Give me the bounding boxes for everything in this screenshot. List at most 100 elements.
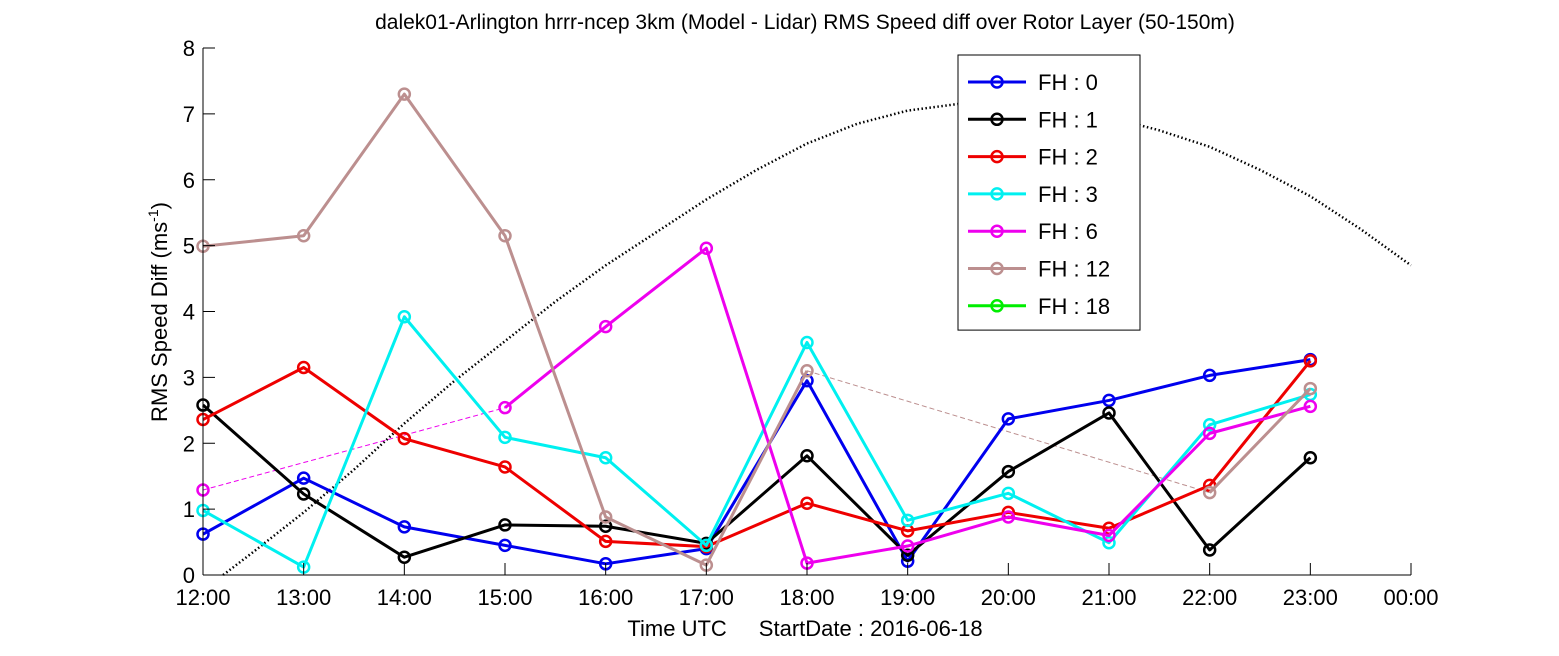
reference-dotted-curve (222, 102, 1412, 576)
x-tick-label-11: 23:00 (1283, 585, 1338, 610)
x-tick-label-4: 16:00 (578, 585, 633, 610)
x-axis-label-date: StartDate : 2016-06-18 (759, 616, 983, 641)
y-axis-label: RMS Speed Diff (ms-1) (145, 202, 172, 422)
legend-swatch-marker-3 (990, 187, 1004, 201)
series-1-point-7 (900, 548, 915, 562)
y-axis-label-superscript: -1 (145, 209, 161, 222)
series-2-point-2 (397, 431, 412, 446)
chart-title: dalek01-Arlington hrrr-ncep 3km (Model -… (375, 11, 1235, 34)
series-5-line-1 (1208, 387, 1312, 494)
series-2 (196, 354, 1318, 554)
series-3-point-6 (800, 335, 814, 350)
y-tick-label-3: 3 (183, 365, 195, 390)
y-tick-label-4: 4 (183, 300, 195, 325)
y-tick-label-1: 1 (183, 497, 195, 522)
y-tick-label-0: 0 (183, 563, 195, 588)
y-tick-label-2: 2 (183, 431, 195, 456)
series-1-point-11 (1303, 450, 1318, 465)
legend-item-5: FH : 12 (968, 257, 1110, 282)
series-1-line-0 (202, 403, 1312, 559)
gap-connector-0 (202, 407, 506, 491)
legend-item-6: FH : 18 (968, 294, 1110, 319)
series-4-point-8 (1001, 510, 1016, 524)
legend-label-2: FH : 2 (1038, 145, 1098, 170)
series-1-point-2 (397, 550, 412, 564)
series-3 (196, 310, 1318, 574)
series-4-line-0 (504, 246, 1311, 565)
series-0-point-1 (296, 471, 311, 485)
series-4 (196, 241, 1318, 570)
series-1-point-1 (296, 487, 311, 501)
legend-swatch-marker-1 (990, 112, 1004, 127)
x-tick-label-12: 00:00 (1383, 585, 1438, 610)
legend-item-0: FH : 0 (968, 70, 1098, 95)
series-3-point-9 (1102, 535, 1116, 550)
legend-item-4: FH : 6 (968, 219, 1098, 244)
series-3-line-0 (202, 315, 1311, 569)
series-1 (196, 398, 1318, 564)
y-tick-label-5: 5 (183, 234, 195, 259)
series-5-point-2 (397, 87, 412, 101)
y-tick-label-7: 7 (183, 102, 195, 127)
series-1-point-9 (1102, 406, 1116, 420)
legend-label-0: FH : 0 (1038, 70, 1098, 95)
series-4-point-4 (598, 319, 613, 334)
series-0-point-3 (498, 538, 512, 553)
legend-label-3: FH : 3 (1038, 182, 1098, 207)
x-tick-label-8: 20:00 (981, 585, 1036, 610)
legend-swatch-marker-5 (990, 261, 1004, 276)
series-2-point-4 (598, 534, 613, 549)
series-3-point-3 (498, 430, 512, 445)
legend-swatch-marker-6 (990, 299, 1004, 313)
series-3-point-8 (1001, 486, 1016, 501)
series-5-point-11 (1303, 381, 1318, 396)
series-2-point-1 (296, 360, 311, 375)
series-0 (196, 352, 1318, 571)
x-tick-label-3: 15:00 (477, 585, 532, 610)
series-4-point-11 (1303, 399, 1318, 414)
legend-swatch-marker-4 (990, 224, 1004, 238)
series-4-point-3 (498, 400, 512, 415)
series-2-point-3 (498, 460, 512, 474)
series-5-point-6 (800, 364, 814, 378)
legend-label-5: FH : 12 (1038, 257, 1110, 282)
series-1-point-6 (800, 449, 814, 463)
legend-label-6: FH : 18 (1038, 294, 1110, 319)
series-1-point-4 (598, 519, 613, 534)
series-5-line-0 (202, 92, 809, 567)
legend-label-4: FH : 6 (1038, 219, 1098, 244)
series-4-point-9 (1102, 528, 1116, 543)
series-1-point-10 (1202, 543, 1217, 557)
dotted-curve-line (222, 102, 1412, 576)
x-tick-label-9: 21:00 (1081, 585, 1136, 610)
x-axis-label: Time UTC StartDate : 2016-06-18 (627, 616, 982, 641)
x-tick-label-6: 18:00 (779, 585, 834, 610)
plot-area (196, 87, 1412, 576)
y-axis-label-main: RMS Speed Diff (ms (147, 222, 172, 422)
gap-connectors (202, 370, 1210, 494)
series-5-point-3 (498, 228, 512, 243)
series-4-point-7 (900, 539, 915, 553)
legend-label-1: FH : 1 (1038, 107, 1098, 132)
series-0-line-0 (202, 358, 1311, 566)
y-tick-label-6: 6 (183, 168, 195, 193)
y-axis-label-close: ) (147, 202, 172, 209)
series-3-point-7 (900, 513, 915, 528)
axes: 12:00 13:00 14:00 15:00 16:00 17:00 18:00 19:00… (175, 36, 1438, 610)
series-2-line-0 (202, 359, 1312, 549)
series-0-point-8 (1001, 412, 1016, 426)
series-2-point-11 (1303, 354, 1318, 368)
series-3-point-10 (1202, 418, 1217, 432)
legend-item-3: FH : 3 (968, 182, 1098, 207)
series-1-point-3 (498, 518, 512, 532)
series-3-point-2 (397, 310, 412, 324)
series-1-point-8 (1001, 464, 1016, 479)
x-tick-label-0: 12:00 (175, 585, 230, 610)
series-group (196, 87, 1318, 574)
series-5-point-10 (1202, 485, 1217, 500)
series-4-point-5 (699, 241, 714, 256)
series-5-point-4 (598, 510, 613, 524)
series-0-point-2 (397, 520, 412, 534)
series-4-point-10 (1202, 426, 1217, 441)
